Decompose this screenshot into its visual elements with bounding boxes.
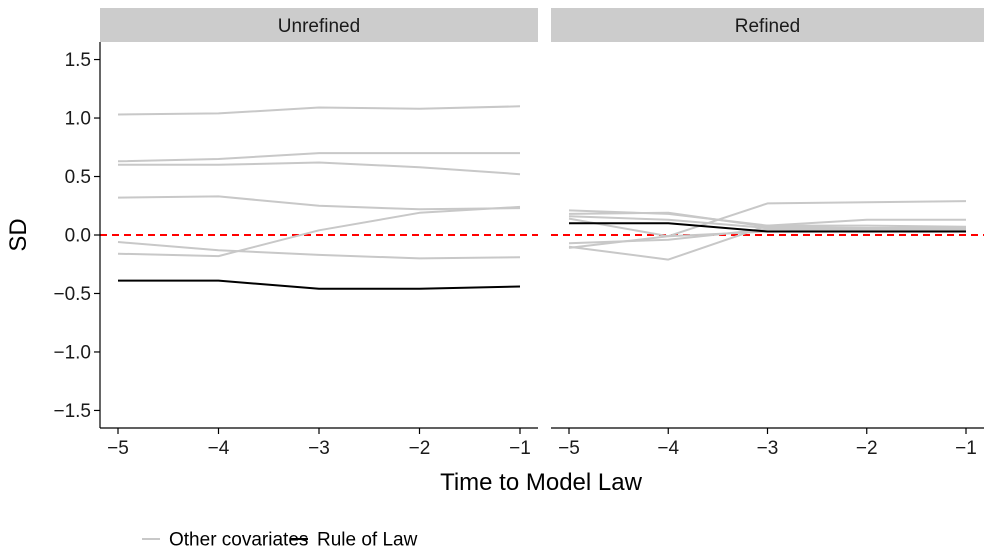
facet-panel-1: Unrefined −5 −4 −3 −2 −1 1.5 1.0 0.5 0.0 −0.5 −1.0 −… — [53, 8, 538, 459]
y-tick-label: 0.0 — [65, 226, 91, 247]
rule-of-law-line — [118, 279, 521, 290]
covariate-line — [117, 105, 521, 116]
y-tick-label: −1.0 — [53, 342, 91, 363]
legend-entry: Other covariates — [142, 530, 308, 551]
y-tick-label: −1.5 — [53, 401, 91, 422]
covariate-line — [568, 211, 966, 229]
x-tick-label: −5 — [558, 438, 580, 459]
covariate-line — [568, 215, 966, 231]
y-tick-label: −0.5 — [53, 284, 91, 305]
y-tick-label: 1.5 — [65, 50, 91, 71]
x-tick-label: −1 — [955, 438, 977, 459]
x-tick-label: −3 — [757, 438, 779, 459]
y-tick-label: 1.0 — [65, 109, 91, 130]
facet-strip — [100, 8, 538, 42]
facet-strip — [551, 8, 984, 42]
x-tick-label: −1 — [509, 438, 531, 459]
x-tick-label: −5 — [107, 438, 129, 459]
covariate-line — [568, 200, 967, 238]
legend-entry: Rule of Law — [290, 530, 418, 551]
x-tick-label: −3 — [308, 438, 330, 459]
y-axis-title-group: SD — [5, 218, 32, 251]
covariate-line — [117, 195, 521, 211]
covariate-line — [117, 205, 521, 258]
x-tick-label: −2 — [856, 438, 878, 459]
legend-label: Rule of Law — [317, 530, 418, 551]
covariate-line — [568, 218, 966, 261]
x-tick-label: −4 — [657, 438, 679, 459]
covariate-line — [117, 152, 520, 163]
rule-of-law-line — [569, 222, 966, 233]
facet-strip-label: Refined — [735, 16, 801, 37]
facet-panels: Unrefined −5 −4 −3 −2 −1 1.5 1.0 0.5 0.0 −0.5 −1.0 −… — [53, 8, 984, 459]
x-axis-title: Time to Model Law — [440, 469, 643, 496]
y-tick-label: 0.5 — [65, 167, 91, 188]
covariate-line — [568, 230, 966, 249]
x-tick-label: −2 — [409, 438, 431, 459]
legend-label: Other covariates — [169, 530, 308, 551]
y-axis-title: SD — [5, 218, 32, 251]
legend: Other covariates Rule of Law — [142, 530, 418, 551]
x-tick-label: −4 — [208, 438, 230, 459]
covariate-line — [117, 241, 521, 260]
facet-strip-label: Unrefined — [278, 16, 360, 37]
covariate-line — [118, 161, 521, 176]
facet-panel-2: Refined −5 −4 −3 −2 −1 — [551, 8, 984, 459]
